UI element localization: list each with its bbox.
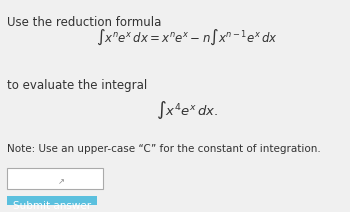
Text: Note: Use an upper-case “C” for the constant of integration.: Note: Use an upper-case “C” for the cons… (7, 144, 321, 154)
FancyBboxPatch shape (7, 168, 103, 188)
Text: $\int x^4 e^x\, dx.$: $\int x^4 e^x\, dx.$ (156, 99, 218, 121)
Text: Submit answer: Submit answer (13, 201, 91, 211)
Text: Use the reduction formula: Use the reduction formula (7, 16, 162, 29)
FancyBboxPatch shape (7, 196, 97, 212)
Text: $\int x^n e^x\, dx = x^n e^x - n\int x^{n-1} e^x\, dx$: $\int x^n e^x\, dx = x^n e^x - n\int x^{… (96, 28, 278, 47)
Text: $\nearrow$: $\nearrow$ (56, 177, 66, 186)
Text: to evaluate the integral: to evaluate the integral (7, 79, 148, 92)
